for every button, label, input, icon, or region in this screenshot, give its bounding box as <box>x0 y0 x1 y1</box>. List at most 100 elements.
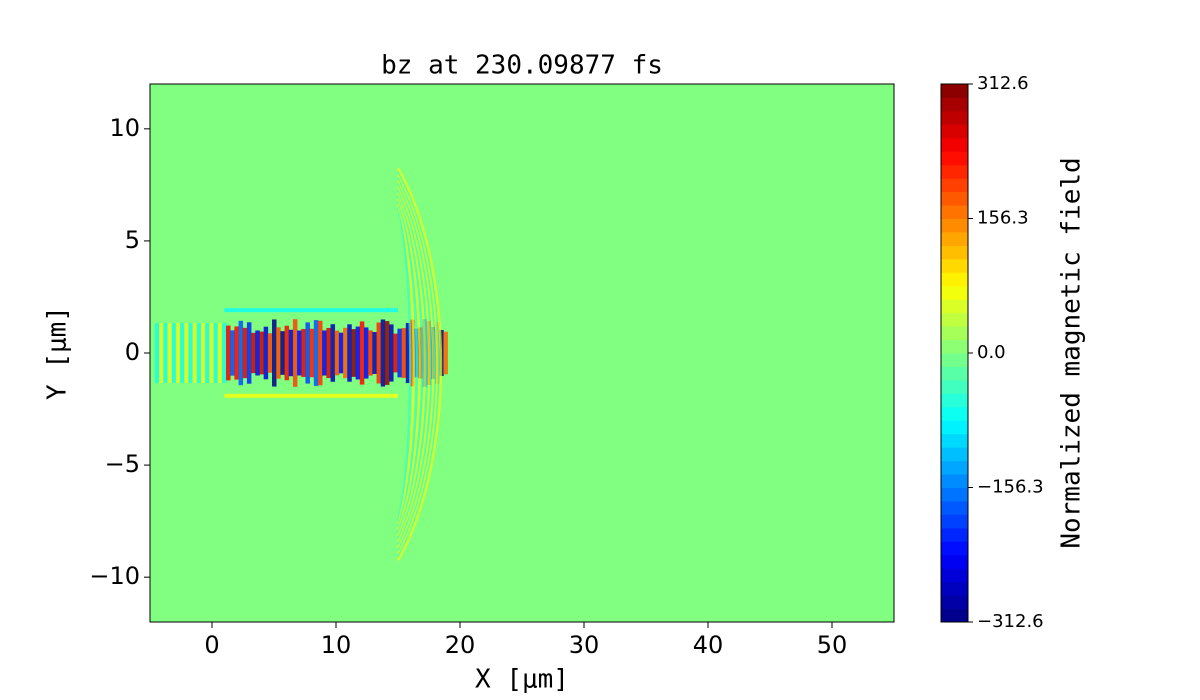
field-arc <box>396 185 431 543</box>
colorbar-level <box>941 205 968 219</box>
field-stripe <box>405 322 411 384</box>
field-stripe <box>355 326 361 380</box>
colorbar-level <box>941 487 968 502</box>
colorbar-level <box>941 245 968 260</box>
colorbar-tick-label: 0.0 <box>977 342 1006 363</box>
colorbar-level <box>941 554 968 569</box>
field-stripe <box>154 323 160 383</box>
y-tick-label: 5 <box>125 226 140 254</box>
field-stripe <box>234 326 239 380</box>
x-axis-label: X [μm] <box>475 665 569 695</box>
field-stripe <box>255 330 260 376</box>
field-stripe <box>196 323 202 383</box>
colorbar-level <box>941 595 968 610</box>
colorbar-level <box>941 164 968 179</box>
field-stripe <box>359 321 365 385</box>
colorbar-tick-label: 312.6 <box>977 73 1029 94</box>
colorbar-level <box>941 258 968 273</box>
field-stripe <box>292 319 298 387</box>
field-stripe <box>401 328 407 378</box>
field-arc <box>396 173 439 555</box>
field-stripe <box>259 331 264 375</box>
field-stripe <box>276 327 281 379</box>
colorbar-level <box>941 447 968 462</box>
colorbar-level <box>941 84 968 98</box>
colorbar-level <box>941 124 968 139</box>
x-tick-label: 0 <box>204 631 219 659</box>
colorbar-level <box>941 460 968 475</box>
colorbar-level <box>941 353 968 367</box>
field-stripe <box>318 320 323 386</box>
colorbar-level <box>941 285 968 300</box>
colorbar-level <box>941 433 968 448</box>
colorbar-tick-label: 156.3 <box>977 208 1029 229</box>
field-edge <box>224 308 398 313</box>
field-stripe <box>301 329 306 377</box>
field-stripe <box>263 326 269 380</box>
field-arc <box>396 179 435 549</box>
y-tick-label: −5 <box>105 450 140 478</box>
colorbar-level <box>941 379 968 394</box>
y-axis-label: Y [μm] <box>43 306 73 400</box>
field-stripe <box>409 319 415 387</box>
x-tick-label: 30 <box>569 631 600 659</box>
y-tick-label: 0 <box>125 338 140 366</box>
field-stripe <box>343 327 348 379</box>
field-stripe <box>297 330 302 376</box>
field-stripe <box>171 323 177 383</box>
field-stripe <box>200 323 206 383</box>
field-stripe <box>322 330 327 376</box>
colorbar-level <box>941 500 968 515</box>
field-stripe <box>376 322 382 384</box>
field-stripe <box>351 329 356 377</box>
colorbar-tick-label: −156.3 <box>977 477 1044 498</box>
field-stripe <box>305 322 310 384</box>
field-stripe <box>238 320 244 386</box>
field-stripe <box>213 323 218 383</box>
field-stripe <box>368 330 373 376</box>
field-stripe <box>389 324 394 382</box>
field-stripe <box>217 323 223 383</box>
field-stripe <box>267 333 273 373</box>
field-stripe <box>330 324 336 382</box>
x-tick-label: 50 <box>817 631 848 659</box>
field-stripe <box>309 328 315 378</box>
field-stripe <box>334 330 340 376</box>
field-stripe <box>326 327 331 379</box>
field-arc <box>396 176 437 552</box>
colorbar-level <box>941 231 968 246</box>
x-tick-label: 20 <box>445 631 476 659</box>
colorbar-label: Normalized magnetic field <box>1057 157 1087 548</box>
field-stripe <box>184 323 189 383</box>
field-arc <box>396 197 421 531</box>
colorbar-level <box>941 312 968 327</box>
field-stripe <box>209 323 214 383</box>
field-arc <box>396 203 415 525</box>
x-tick-label: 40 <box>693 631 724 659</box>
field-stripe <box>380 319 386 387</box>
field-stripe <box>226 325 231 381</box>
field-stripe <box>397 328 402 378</box>
colorbar-level <box>941 191 968 206</box>
y-tick-label: 10 <box>109 114 140 142</box>
field-stripe <box>280 331 285 375</box>
field-arc <box>396 194 424 534</box>
field-stripe <box>363 327 369 379</box>
field-stripe <box>372 332 377 374</box>
colorbar-level <box>941 151 968 166</box>
colorbar-level <box>941 178 968 193</box>
colorbar-level <box>941 393 968 408</box>
colorbar-level <box>941 97 968 112</box>
field-arc <box>396 182 433 546</box>
colorbar-level <box>941 608 968 623</box>
field-stripe <box>175 323 181 383</box>
field-stripe <box>230 330 235 376</box>
colorbar-level <box>941 474 968 488</box>
colorbar-level <box>941 541 968 556</box>
x-tick-label: 10 <box>321 631 352 659</box>
field-stripe <box>242 327 248 379</box>
field-edge <box>224 393 398 398</box>
field-stripe <box>284 325 290 381</box>
field-stripe <box>393 333 398 373</box>
